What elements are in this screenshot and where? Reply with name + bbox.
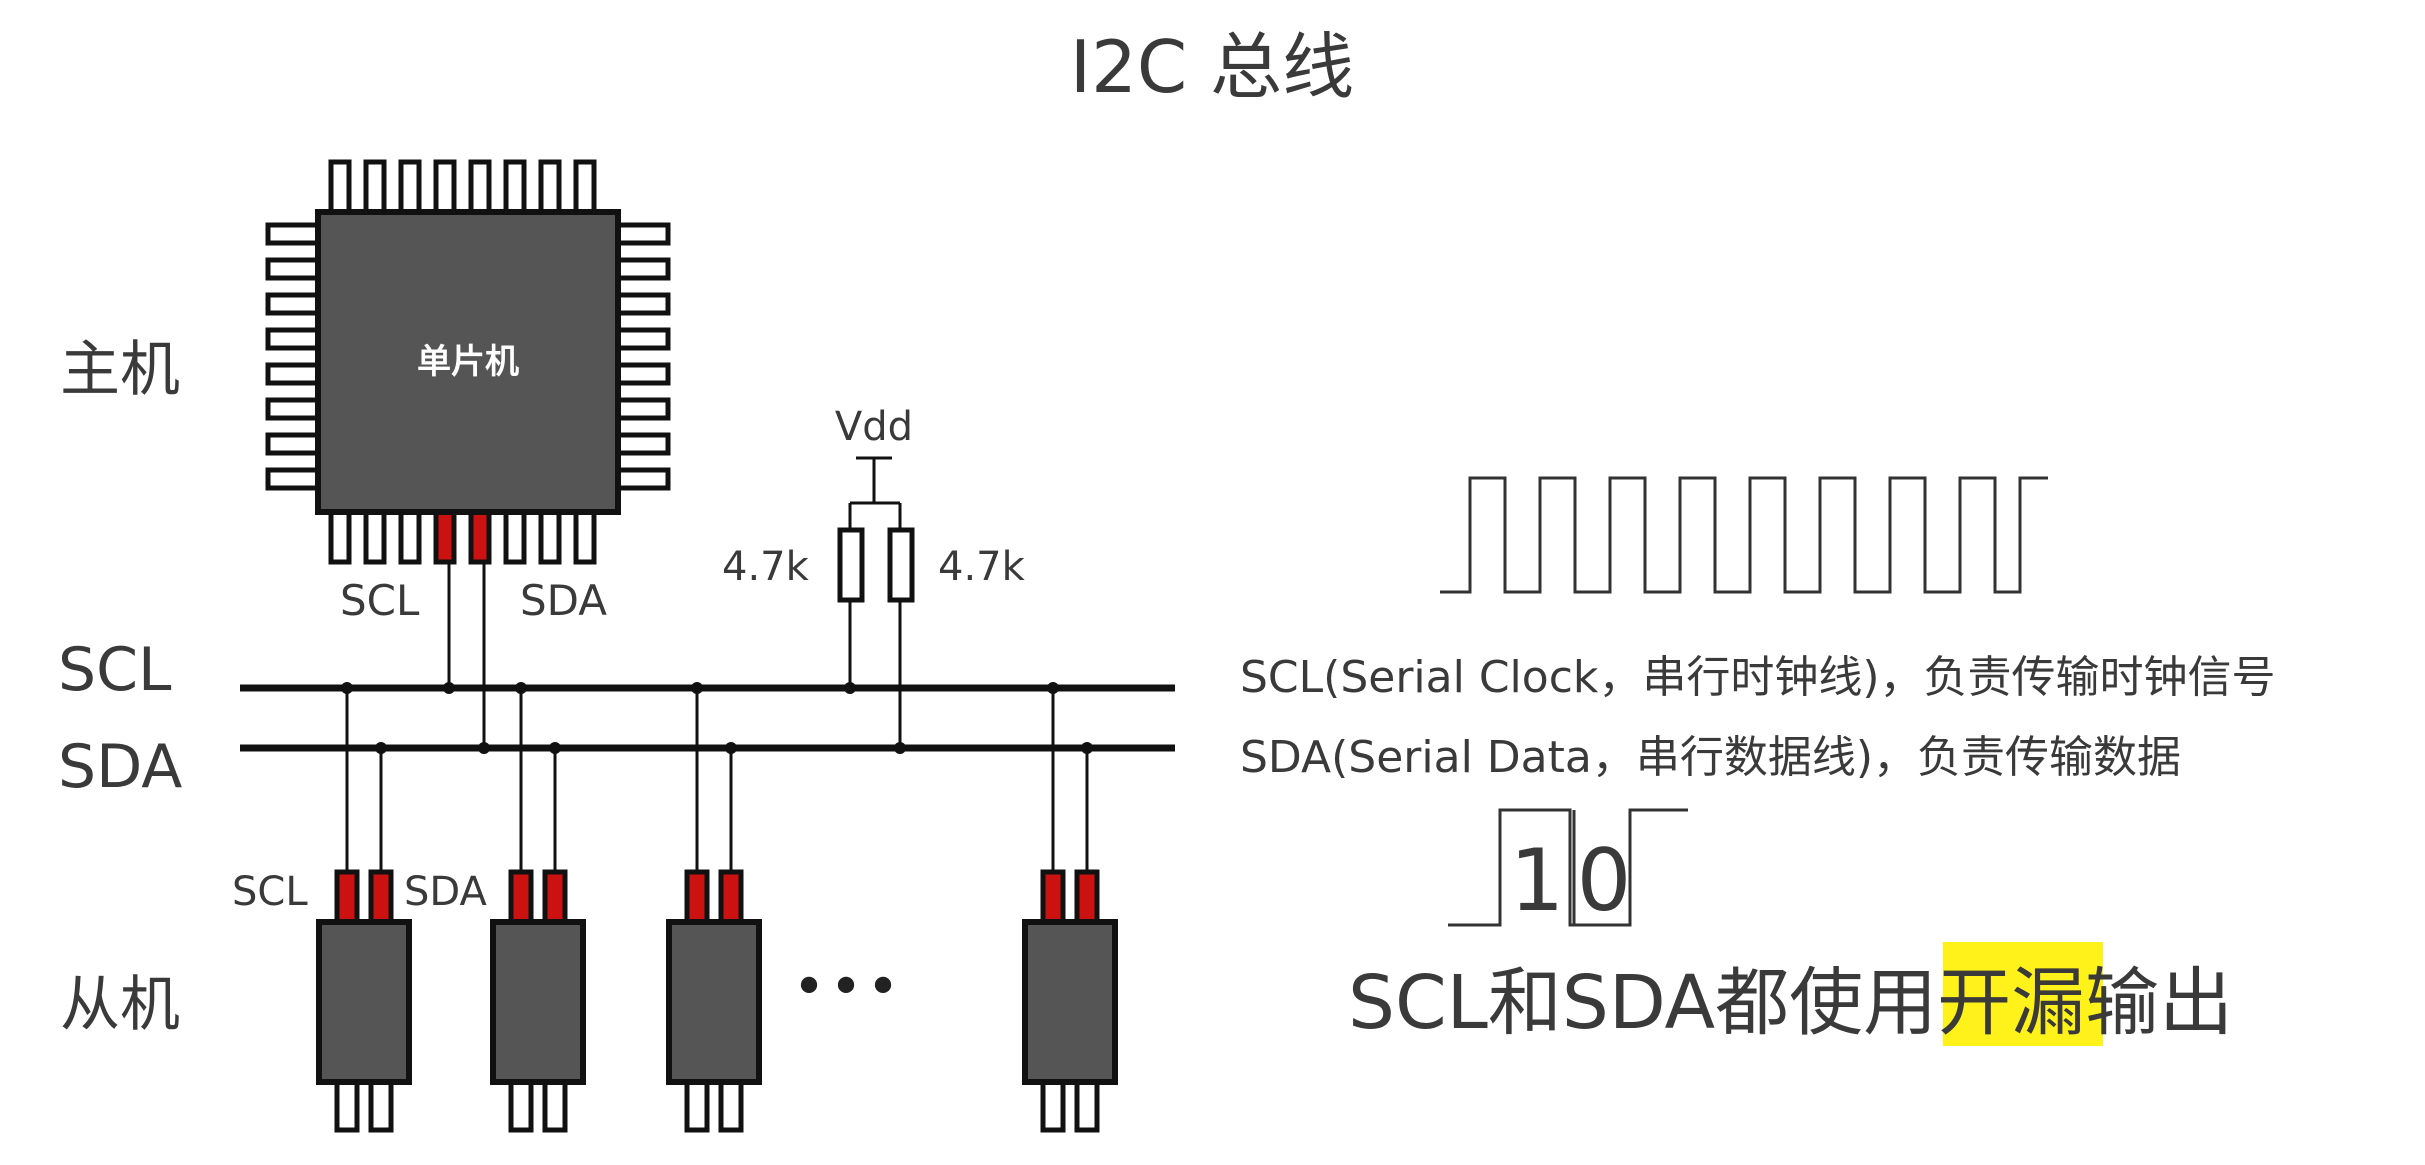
chip-pin [363, 159, 387, 219]
master-chip [315, 209, 621, 515]
resistor-left-label: 4.7k [722, 544, 810, 590]
conclusion-after: 输出 [2085, 960, 2233, 1046]
slave-scl-pin [684, 869, 710, 929]
conclusion-highlight: 开漏 [1937, 960, 2085, 1046]
data-waveform [1448, 808, 1688, 927]
conclusion-before: SCL和SDA都使用 [1348, 960, 1937, 1046]
master-scl-label: SCL [340, 576, 420, 625]
chip-pin [265, 327, 325, 351]
chip-pin [328, 159, 352, 219]
bus-sda-label: SDA [58, 732, 182, 802]
chip-pin [611, 257, 671, 281]
chip-pin [611, 292, 671, 316]
chip-pin [328, 505, 352, 565]
chip-pin [468, 159, 492, 219]
junction-dot [725, 742, 737, 754]
chip-pin [265, 397, 325, 421]
highlight-mark [1943, 942, 2103, 1046]
slave-chip [316, 919, 412, 1085]
page-title: I2C 总线 [1070, 25, 1354, 109]
bit-one: 1 [1510, 831, 1565, 931]
chip-label: 单片机 [417, 342, 519, 382]
resistor-left [837, 527, 865, 603]
chip-pin [265, 432, 325, 456]
slave-chip [1022, 919, 1118, 1085]
chip-pin [611, 467, 671, 491]
junction-dot [691, 682, 703, 694]
chip-pin [398, 159, 422, 219]
chip-pin [363, 505, 387, 565]
slave-pin [508, 1075, 534, 1133]
slave-scl-pin [334, 869, 360, 929]
ellipsis: ••• [792, 955, 903, 1020]
slave-sda-pin [718, 869, 744, 929]
junction-dot [1081, 742, 1093, 754]
junction-dot [375, 742, 387, 754]
slave-pin [334, 1075, 360, 1133]
slave-chip [490, 919, 586, 1085]
resistor-right [887, 527, 915, 603]
slave-pin [542, 1075, 568, 1133]
vdd-label: Vdd [835, 404, 913, 450]
chip-pin [265, 362, 325, 386]
chip-pin [538, 505, 562, 565]
chip-pin [611, 397, 671, 421]
junction-dot [341, 682, 353, 694]
slave-sda-pin [1074, 869, 1100, 929]
chip-pin [611, 362, 671, 386]
slave-pin [684, 1075, 710, 1133]
slave-sda-pin [368, 869, 394, 929]
slave-sda-label: SDA [404, 869, 487, 915]
chip-pin [503, 505, 527, 565]
resistor-right-label: 4.7k [938, 544, 1026, 590]
chip-pin-active [433, 505, 457, 565]
slave-devices [316, 682, 1118, 1133]
conclusion-text: SCL和SDA都使用开漏输出 [1348, 960, 2233, 1046]
chip-pin [573, 505, 597, 565]
chip-pin [611, 327, 671, 351]
master-label: 主机 [60, 335, 180, 405]
chip-pin [503, 159, 527, 219]
slave-scl-pin [508, 869, 534, 929]
chip-pin [398, 505, 422, 565]
slave-pin [718, 1075, 744, 1133]
clock-waveform [1440, 476, 2048, 594]
chip-pin [265, 222, 325, 246]
chip-pin-active [468, 505, 492, 565]
junction-dot [478, 742, 490, 754]
sda-description: SDA(Serial Data，串行数据线)，负责传输数据 [1240, 732, 2181, 783]
chip-pin [433, 159, 457, 219]
chip-pin [538, 159, 562, 219]
slave-chip [666, 919, 762, 1085]
slave-scl-pin [1040, 869, 1066, 929]
slave-scl-label: SCL [232, 869, 308, 915]
junction-dot [515, 682, 527, 694]
slave-sda-pin [542, 869, 568, 929]
slave-label: 从机 [60, 970, 180, 1040]
junction-dot [894, 742, 906, 754]
chip-pin [265, 467, 325, 491]
chip-pin [611, 432, 671, 456]
chip-pin [573, 159, 597, 219]
slave-pin [1074, 1075, 1100, 1133]
slave-pin [368, 1075, 394, 1133]
slave-pin [1040, 1075, 1066, 1133]
chip-pin [265, 292, 325, 316]
junction-dot [844, 682, 856, 694]
bit-zero: 0 [1577, 831, 1632, 931]
chip-pin [611, 222, 671, 246]
chip-pin [265, 257, 325, 281]
junction-dot [443, 682, 455, 694]
scl-description: SCL(Serial Clock，串行时钟线)，负责传输时钟信号 [1240, 652, 2276, 703]
junction-dot [1047, 682, 1059, 694]
master-sda-label: SDA [520, 576, 607, 625]
junction-dot [549, 742, 561, 754]
bus-scl-label: SCL [58, 635, 172, 705]
